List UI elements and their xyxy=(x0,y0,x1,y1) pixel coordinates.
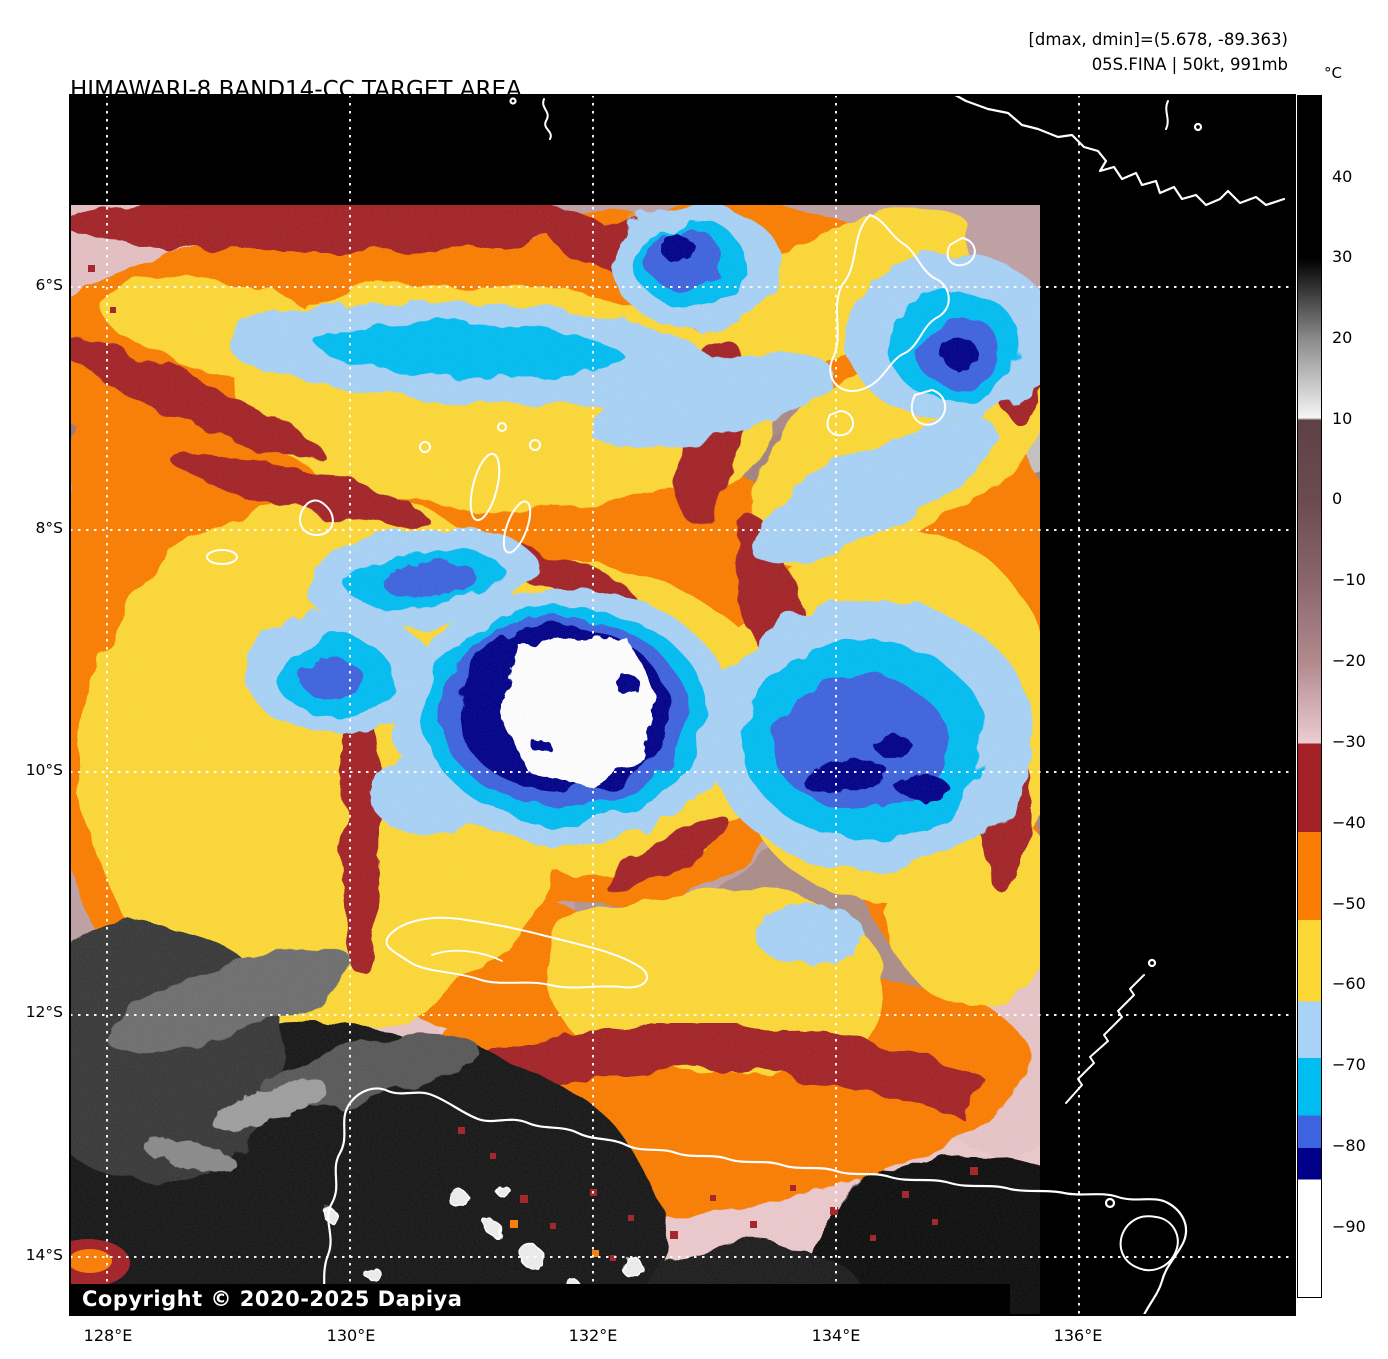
colorbar-tick: −90 xyxy=(1332,1217,1366,1236)
pixel-grain-texture xyxy=(70,205,1040,1315)
lat-label: 14°S xyxy=(25,1246,63,1264)
colorbar-tick: 40 xyxy=(1332,167,1353,186)
lon-label: 136°E xyxy=(1053,1326,1103,1345)
colorbar-tick: −20 xyxy=(1332,651,1366,670)
satellite-imagery xyxy=(70,95,1295,1315)
lat-label: 8°S xyxy=(35,519,63,537)
colorbar-tick: −30 xyxy=(1332,732,1366,751)
lat-label: 6°S xyxy=(35,276,63,294)
lon-label: 128°E xyxy=(83,1326,133,1345)
temperature-colorbar xyxy=(1297,95,1322,1298)
lat-lon-gridlines xyxy=(70,95,1295,1315)
lat-label: 12°S xyxy=(25,1003,63,1021)
colorbar-tick: −40 xyxy=(1332,813,1366,832)
lat-label: 10°S xyxy=(25,761,63,779)
lon-label: 132°E xyxy=(568,1326,618,1345)
colorbar-tick: −10 xyxy=(1332,570,1366,589)
colorbar-unit-label: °C xyxy=(1324,64,1342,82)
colorbar-tick: −50 xyxy=(1332,894,1366,913)
plot-title: HIMAWARI-8 BAND14-CC TARGET AREA xyxy=(70,77,522,104)
lon-label: 134°E xyxy=(811,1326,861,1345)
colorbar-tick: −60 xyxy=(1332,974,1366,993)
annotation-block: [dmax, dmin]=(5.678, -89.363) 05S.FINA |… xyxy=(1029,28,1289,78)
colorbar-tick: −70 xyxy=(1332,1055,1366,1074)
colorbar-tick: −80 xyxy=(1332,1136,1366,1155)
colorbar-tick: 30 xyxy=(1332,247,1353,266)
colorbar-tick: 10 xyxy=(1332,409,1353,428)
lon-label: 130°E xyxy=(326,1326,376,1345)
dmax-dmin-annotation: [dmax, dmin]=(5.678, -89.363) xyxy=(1028,30,1289,49)
colorbar-tick: 0 xyxy=(1332,489,1343,508)
colorbar-tick: 20 xyxy=(1332,328,1353,347)
satellite-map: Copyright © 2020-2025 Dapiya xyxy=(69,94,1296,1316)
data-swath xyxy=(70,205,1040,1315)
storm-id-annotation: 05S.FINA | 50kt, 991mb xyxy=(1091,54,1288,74)
copyright-watermark: Copyright © 2020-2025 Dapiya xyxy=(70,1284,1010,1315)
